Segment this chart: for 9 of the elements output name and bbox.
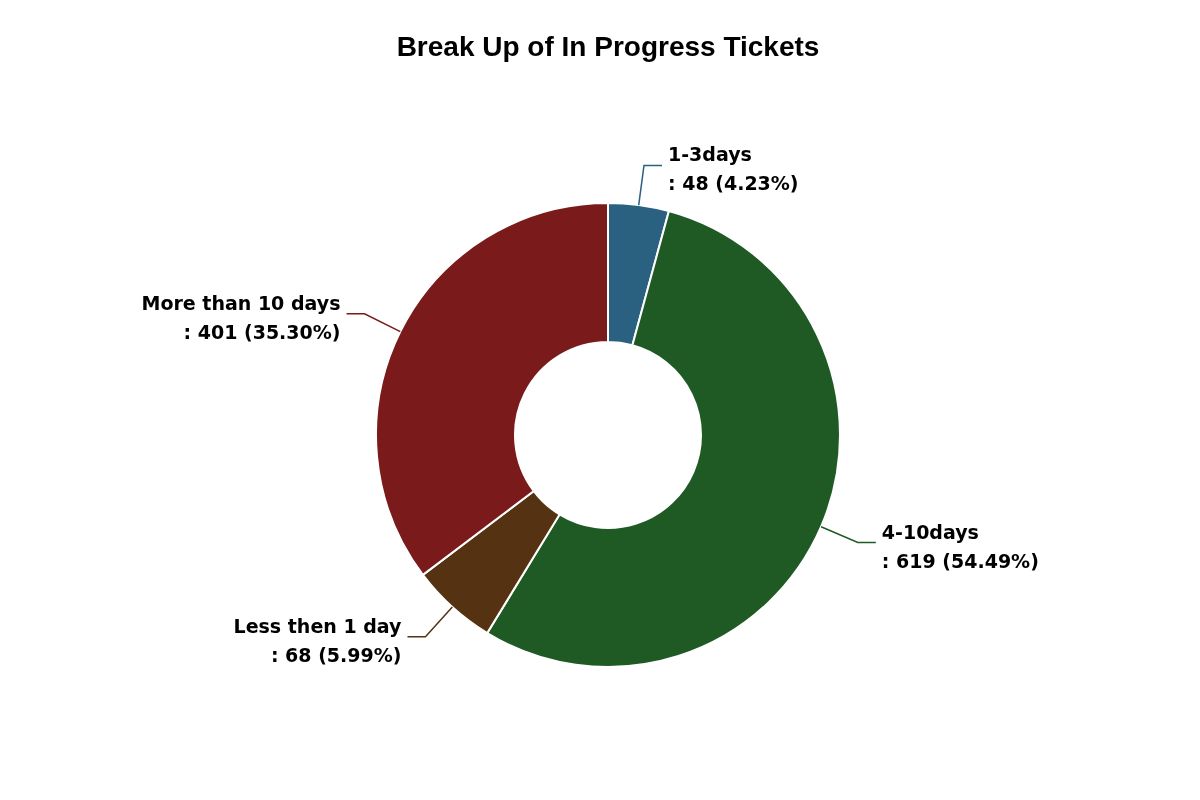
data-label: : 401 (35.30%) [183,320,341,343]
slice-label: More than 10 days [141,291,341,314]
data-label: : 619 (54.49%) [881,549,1039,572]
slice-label: Less then 1 day [233,614,403,637]
chart-title: Break Up of In Progress Tickets [396,31,820,62]
data-label: : 68 (5.99%) [270,643,402,666]
slice-label: 4-10days [881,520,979,543]
data-label: : 48 (4.23%) [668,172,799,195]
slice-label: 1-3days [668,143,752,166]
